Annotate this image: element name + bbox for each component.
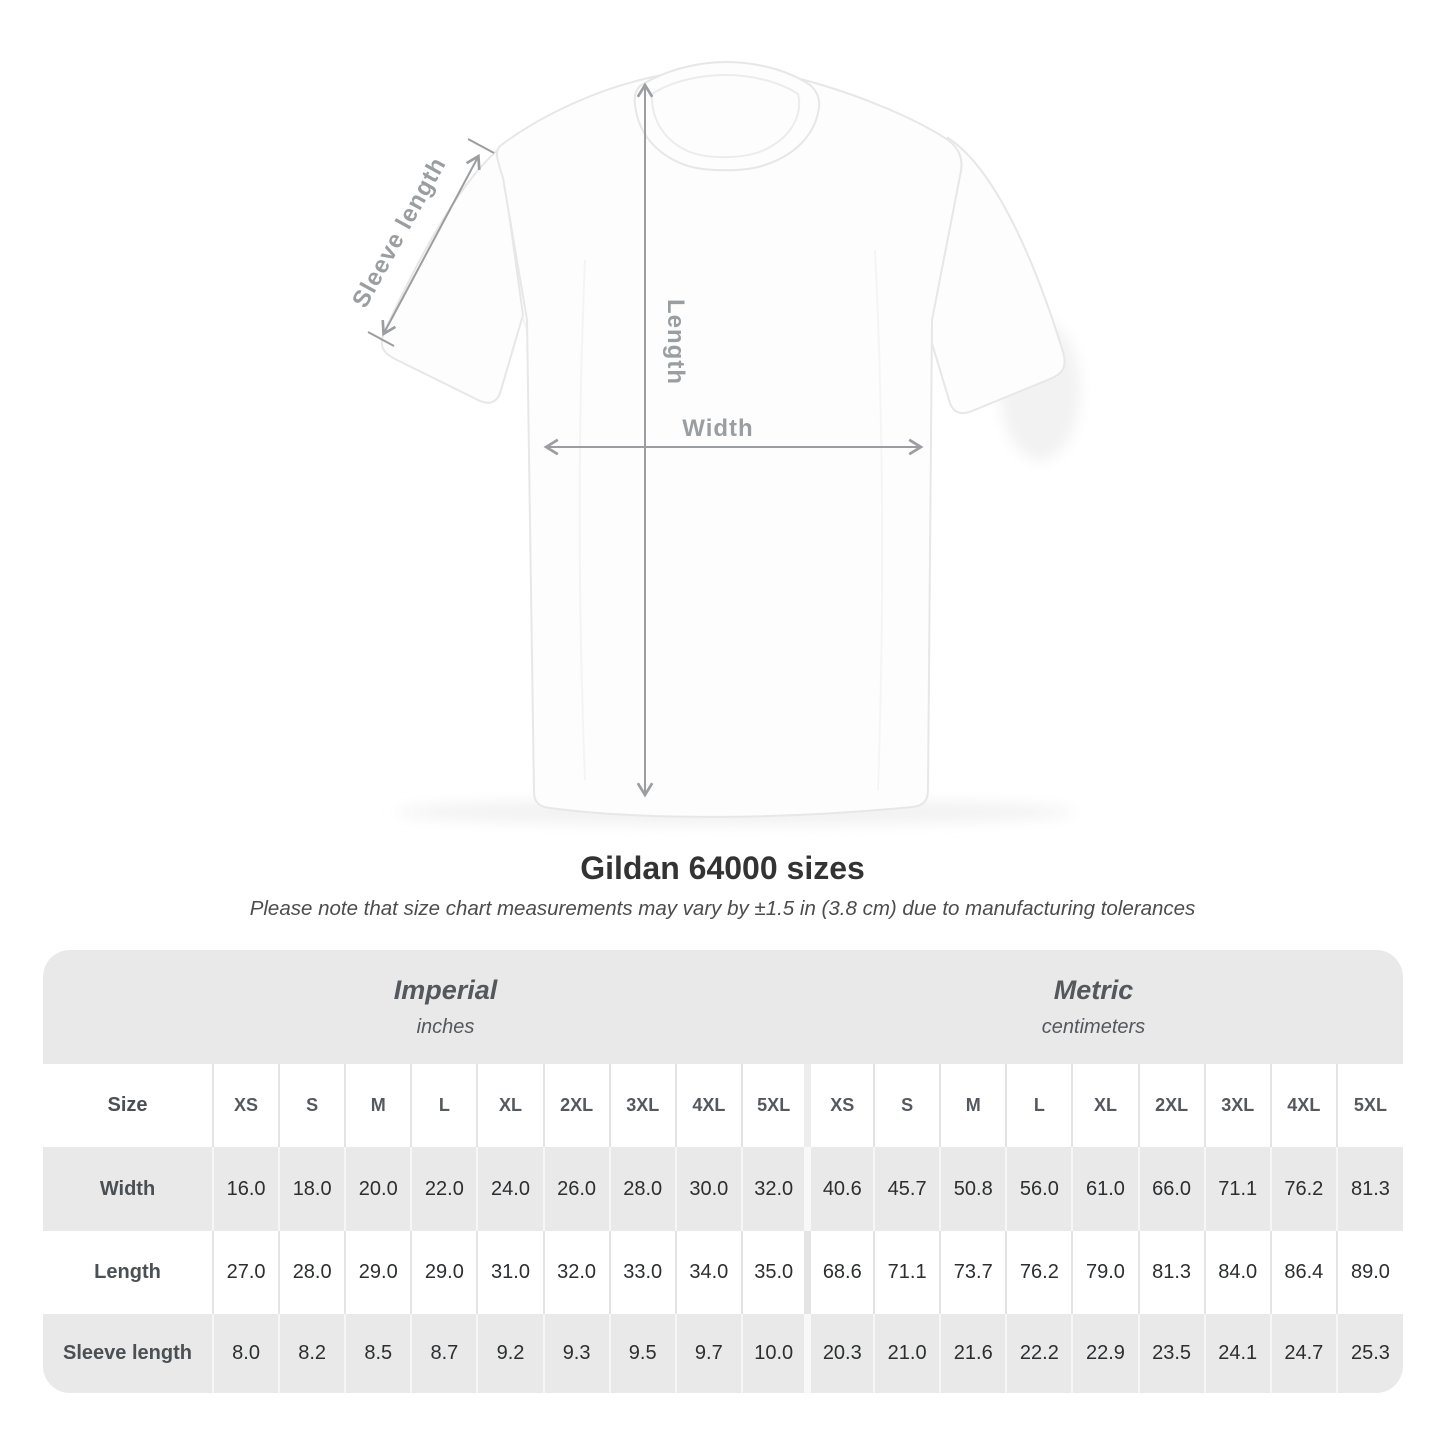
metric-group-name: Metric [1053, 975, 1134, 1005]
data-cell: 22.2 [1005, 1314, 1073, 1393]
data-cell: 68.6 [804, 1231, 875, 1314]
size-col-header: S [873, 1064, 941, 1147]
data-cell: 28.0 [608, 1147, 676, 1231]
row-label: Length [43, 1231, 213, 1314]
data-cell: 32.0 [740, 1147, 808, 1231]
data-cell: 9.3 [542, 1314, 610, 1393]
size-col-header: S [278, 1064, 346, 1147]
tshirt-measurement-diagram: Sleeve length Length Width [347, 60, 1080, 825]
size-col-header: XS [211, 1064, 280, 1147]
data-cell: 16.0 [211, 1147, 280, 1231]
data-cell: 73.7 [939, 1231, 1007, 1314]
data-cell: 24.1 [1203, 1314, 1271, 1393]
data-cell: 20.0 [344, 1147, 412, 1231]
metric-group-header: Metric centimeters [807, 950, 1403, 1064]
length-label: Length [662, 299, 689, 385]
data-cell: 81.3 [1137, 1231, 1205, 1314]
tolerance-note: Please note that size chart measurements… [249, 897, 1196, 920]
data-cell: 21.0 [873, 1314, 941, 1393]
data-cell: 34.0 [674, 1231, 742, 1314]
size-col-header: XS [804, 1064, 875, 1147]
size-col-header: 3XL [1203, 1064, 1271, 1147]
data-cell: 79.0 [1071, 1231, 1139, 1314]
width-label: Width [682, 415, 753, 442]
data-cell: 50.8 [939, 1147, 1007, 1231]
data-cell: 8.0 [211, 1314, 280, 1393]
data-cell: 89.0 [1335, 1231, 1403, 1314]
data-cell: 32.0 [542, 1231, 610, 1314]
data-cell: 21.6 [939, 1314, 1007, 1393]
size-header-label: Size [43, 1064, 213, 1147]
data-cell: 9.5 [608, 1314, 676, 1393]
data-cell: 28.0 [278, 1231, 346, 1314]
data-cell: 9.7 [674, 1314, 742, 1393]
data-cell: 27.0 [211, 1231, 280, 1314]
size-col-header: L [1005, 1064, 1073, 1147]
data-cell: 18.0 [278, 1147, 346, 1231]
unit-band-row: Imperial inches Metric centimeters [43, 950, 1403, 1064]
size-col-header: 4XL [1269, 1064, 1337, 1147]
size-col-header: M [939, 1064, 1007, 1147]
data-cell: 24.7 [1269, 1314, 1337, 1393]
page-title: Gildan 64000 sizes [580, 850, 865, 886]
data-cell: 40.6 [804, 1147, 875, 1231]
data-cell: 20.3 [804, 1314, 875, 1393]
data-cell: 81.3 [1335, 1147, 1403, 1231]
data-cell: 76.2 [1005, 1231, 1073, 1314]
row-label: Width [43, 1147, 213, 1231]
size-col-header: XL [476, 1064, 544, 1147]
data-cell: 76.2 [1269, 1147, 1337, 1231]
data-cell: 10.0 [740, 1314, 808, 1393]
data-cell: 71.1 [873, 1231, 941, 1314]
size-col-header: 3XL [608, 1064, 676, 1147]
data-cell: 30.0 [674, 1147, 742, 1231]
data-cell: 61.0 [1071, 1147, 1139, 1231]
imperial-group-header: Imperial inches [43, 950, 808, 1064]
data-cell: 71.1 [1203, 1147, 1271, 1231]
data-cell: 9.2 [476, 1314, 544, 1393]
data-cell: 86.4 [1269, 1231, 1337, 1314]
imperial-group-name: Imperial [393, 975, 498, 1005]
length-row: Length 27.0 28.0 29.0 29.0 31.0 32.0 33.… [43, 1231, 1403, 1314]
data-cell: 35.0 [740, 1231, 808, 1314]
size-col-header: L [410, 1064, 478, 1147]
size-col-header: XL [1071, 1064, 1139, 1147]
size-col-header: 4XL [674, 1064, 742, 1147]
size-chart-table: Imperial inches Metric centimeters Size … [43, 950, 1403, 1393]
sleeve-length-row: Sleeve length 8.0 8.2 8.5 8.7 9.2 9.3 9.… [43, 1314, 1403, 1393]
size-col-header: 5XL [1335, 1064, 1403, 1147]
data-cell: 29.0 [410, 1231, 478, 1314]
data-cell: 84.0 [1203, 1231, 1271, 1314]
size-col-header: M [344, 1064, 412, 1147]
data-cell: 25.3 [1335, 1314, 1403, 1393]
row-label: Sleeve length [43, 1314, 213, 1393]
size-col-header: 2XL [542, 1064, 610, 1147]
metric-group-unit: centimeters [1041, 1016, 1146, 1038]
size-header-row: Size XS S M L XL 2XL 3XL 4XL 5XL XS S M … [43, 1064, 1403, 1147]
data-cell: 8.2 [278, 1314, 346, 1393]
width-row: Width 16.0 18.0 20.0 22.0 24.0 26.0 28.0… [43, 1147, 1403, 1231]
data-cell: 8.5 [344, 1314, 412, 1393]
data-cell: 26.0 [542, 1147, 610, 1231]
data-cell: 23.5 [1137, 1314, 1205, 1393]
data-cell: 22.9 [1071, 1314, 1139, 1393]
data-cell: 45.7 [873, 1147, 941, 1231]
size-col-header: 5XL [740, 1064, 808, 1147]
sleeve-length-arrow [367, 138, 495, 347]
data-cell: 8.7 [410, 1314, 478, 1393]
data-cell: 22.0 [410, 1147, 478, 1231]
size-col-header: 2XL [1137, 1064, 1205, 1147]
size-chart-table-wrap: Imperial inches Metric centimeters Size … [43, 950, 1403, 1393]
data-cell: 66.0 [1137, 1147, 1205, 1231]
imperial-group-unit: inches [416, 1016, 475, 1038]
data-cell: 33.0 [608, 1231, 676, 1314]
data-cell: 24.0 [476, 1147, 544, 1231]
data-cell: 31.0 [476, 1231, 544, 1314]
data-cell: 29.0 [344, 1231, 412, 1314]
data-cell: 56.0 [1005, 1147, 1073, 1231]
